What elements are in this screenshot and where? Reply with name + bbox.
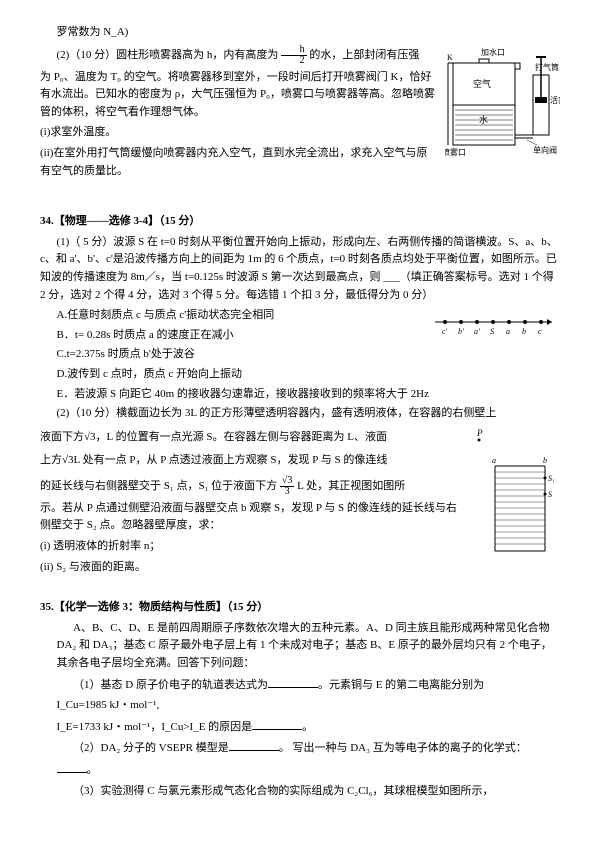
q34-optE: E．若波源 S 向距它 40m 的接收器匀速靠近，接收器接收到的频率将大于 2H… xyxy=(57,386,561,404)
sqrt3: √3 xyxy=(84,431,96,443)
svg-text:c': c' xyxy=(442,327,448,336)
svg-text:a: a xyxy=(506,327,510,336)
text: L 的位置有一点光源 S。在容器左侧与容器距离为 L、液面 xyxy=(107,431,387,443)
q35-q2: （2）DA₂ 分子的 VSEPR 模型是 。 写出一种与 DA₃ 互为等电子体的离… xyxy=(57,739,561,758)
svg-text:b: b xyxy=(543,456,547,465)
sqrt3: √3 xyxy=(62,454,74,466)
fig-label-pump: 打气筒 xyxy=(535,62,559,72)
q35-intro: A、B、C、D、E 是前四周期原子序数依次增大的五种元素。A、D 同主族且能形成… xyxy=(57,620,561,673)
svg-text:a': a' xyxy=(474,327,480,336)
svg-text:S₁: S₁ xyxy=(548,474,555,483)
q34-axis-figure: c' b' a' S a b c xyxy=(430,307,560,339)
q34-optC: C.t=2.375s 时质点 b'处于波谷 xyxy=(57,346,561,364)
text: (2)（10 分）圆柱形喷雾器高为 h，内有高度为 xyxy=(57,49,279,61)
q35-q1d: I_E=1733 kJ・mol⁻¹，I_Cu>I_E 的原因是 。 xyxy=(57,718,561,737)
q34-p2-ii: (ii) S₂ 与液面的距离。 xyxy=(40,559,560,577)
q35-q2c: 。 xyxy=(57,761,561,780)
text: 的水，上部封闭有压强 xyxy=(309,49,419,61)
text: （1）基态 D 原子价电子的轨道表达式为 xyxy=(73,679,268,691)
blank xyxy=(268,676,318,688)
fig-label-top: 加水口 xyxy=(481,47,505,57)
text: 上方 xyxy=(40,454,62,466)
svg-text:b: b xyxy=(522,327,526,336)
fig-label-k: K xyxy=(447,53,453,62)
svg-text:a: a xyxy=(492,456,496,465)
q35-q1: （1）基态 D 原子价电子的轨道表达式为 。元素铜与 E 的第二电离能分别为 xyxy=(57,676,561,695)
svg-text:P: P xyxy=(476,428,483,438)
blank xyxy=(57,761,87,773)
text: 。 xyxy=(302,721,313,733)
fig-label-valve: 单向阀 xyxy=(533,145,557,155)
text: I_E=1733 kJ・mol⁻¹，I_Cu>I_E 的原因是 xyxy=(57,721,253,733)
q33-prefix: 罗常数为 N_A) xyxy=(40,24,560,42)
frac-sqrt3-3: √33 xyxy=(280,476,295,497)
text: 。 xyxy=(87,764,98,776)
q35-title: 35.【化学一选修 3：物质结构与性质】（15 分） xyxy=(40,599,560,617)
text: L 处有一点 P，从 P 点透过液面上方观察 S，发现 P 与 S 的像连线 xyxy=(74,454,388,466)
fig-label-nozzle: 喷雾口 xyxy=(445,147,466,157)
svg-text:S: S xyxy=(490,327,494,336)
q34-title: 34.【物理——选修 3-4】（15 分） xyxy=(40,213,560,231)
fig-label-air: 空气 xyxy=(473,78,491,89)
q35-q1c: I_Cu=1985 kJ・mol⁻¹, xyxy=(57,697,561,715)
text: （2）DA₂ 分子的 VSEPR 模型是 xyxy=(73,742,229,754)
text: 。 写出一种与 DA₃ 互为等电子体的离子的化学式： xyxy=(279,742,527,754)
blank xyxy=(252,718,302,730)
q35-q3: （3）实验测得 C 与氯元素形成气态化合物的实际组成为 C₂Cl₆，其球棍模型如… xyxy=(57,783,561,801)
q33-figure: 加水口 空气 水 K 打气筒 活塞 单向阀 喷雾口 xyxy=(445,45,560,160)
frac-h-2: h2 xyxy=(281,45,307,66)
q34-container-figure: P a b S₁ S xyxy=(475,426,560,556)
text: 的延长线与右侧器壁交于 S₁ 点，S₁ 位于液面下方 xyxy=(40,480,277,492)
fig-label-plug: 活塞 xyxy=(550,95,560,105)
svg-text:b': b' xyxy=(458,327,464,336)
blank xyxy=(229,739,279,751)
text: 。元素铜与 E 的第二电离能分别为 xyxy=(318,679,484,691)
text: L 处，其正视图如图所 xyxy=(297,480,405,492)
fig-label-water: 水 xyxy=(479,114,488,125)
q34-optD: D.波传到 c 点时，质点 c 开始向上振动 xyxy=(57,366,561,384)
q34-p1: (1)（ 5 分）波源 S 在 t=0 时刻从平衡位置开始向上振动，形成向左、右… xyxy=(40,234,560,304)
q34-p2-line1: (2)（10 分）横截面边长为 3L 的正方形薄壁透明容器内，盛有透明液体，在容… xyxy=(40,405,560,423)
svg-text:S: S xyxy=(548,490,552,499)
text: 液面下方 xyxy=(40,431,84,443)
svg-text:c: c xyxy=(538,327,542,336)
